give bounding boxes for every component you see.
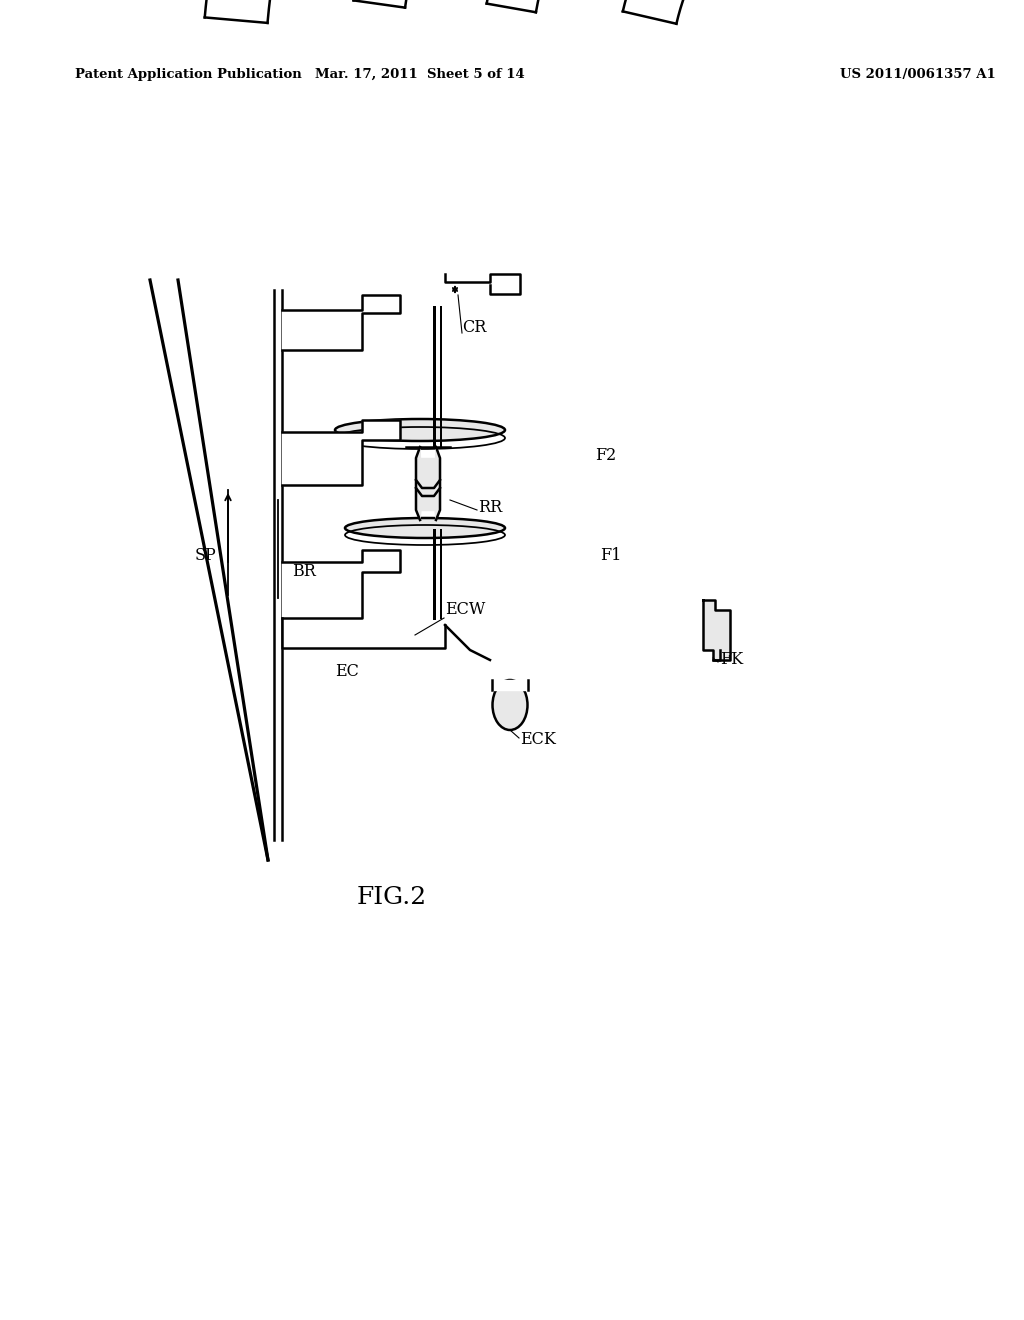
- Text: RR: RR: [478, 499, 502, 516]
- Ellipse shape: [493, 680, 527, 730]
- Text: F1: F1: [600, 546, 622, 564]
- Text: ECW: ECW: [445, 602, 485, 619]
- Polygon shape: [486, 0, 737, 12]
- Polygon shape: [282, 294, 400, 350]
- Text: FIG.2: FIG.2: [357, 886, 427, 909]
- Polygon shape: [282, 420, 400, 484]
- Text: SP: SP: [195, 546, 216, 564]
- Ellipse shape: [335, 418, 505, 441]
- Text: US 2011/0061357 A1: US 2011/0061357 A1: [840, 69, 995, 81]
- Polygon shape: [353, 0, 700, 8]
- Text: ECK: ECK: [520, 731, 556, 748]
- Text: BR: BR: [292, 564, 315, 581]
- Polygon shape: [205, 0, 675, 22]
- Text: CR: CR: [462, 319, 486, 337]
- Text: FK: FK: [720, 652, 743, 668]
- Text: Patent Application Publication: Patent Application Publication: [75, 69, 302, 81]
- Polygon shape: [282, 618, 445, 648]
- Text: F2: F2: [595, 446, 616, 463]
- Polygon shape: [445, 275, 520, 294]
- Polygon shape: [703, 601, 730, 660]
- Polygon shape: [623, 0, 787, 24]
- Text: Mar. 17, 2011  Sheet 5 of 14: Mar. 17, 2011 Sheet 5 of 14: [315, 69, 525, 81]
- Text: EC: EC: [335, 664, 358, 681]
- Polygon shape: [274, 290, 282, 840]
- Polygon shape: [282, 550, 400, 618]
- Polygon shape: [416, 447, 440, 520]
- Polygon shape: [416, 458, 440, 510]
- Ellipse shape: [345, 517, 505, 539]
- Polygon shape: [492, 680, 528, 690]
